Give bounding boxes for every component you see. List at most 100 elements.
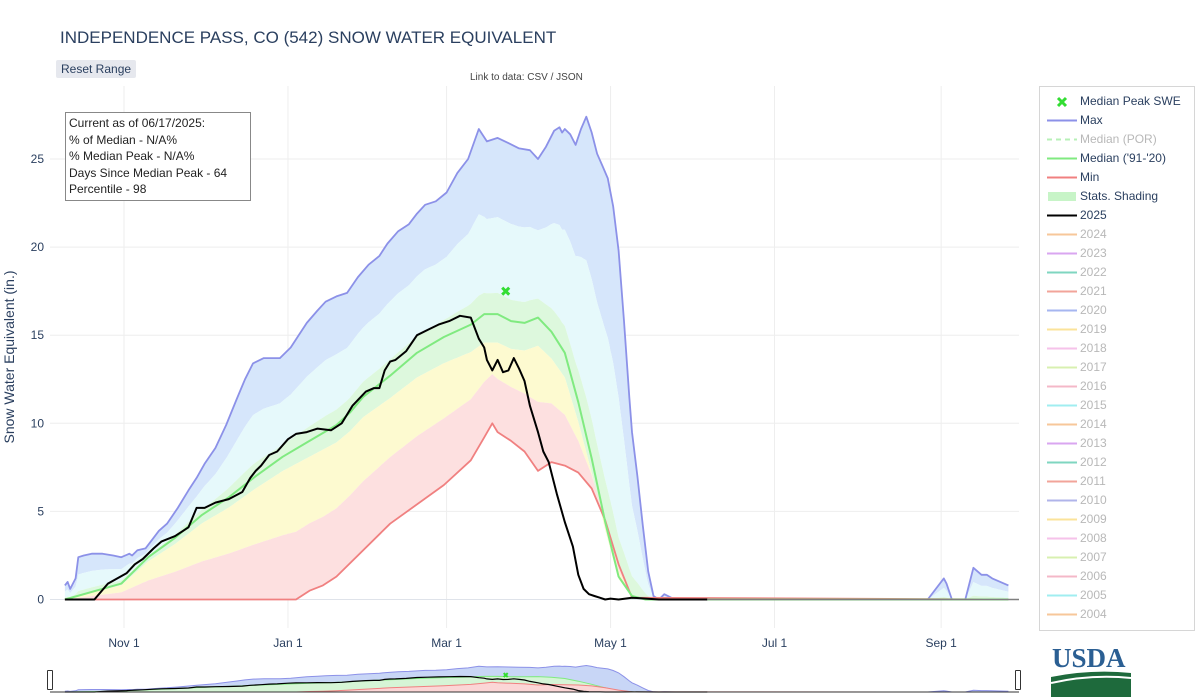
legend-item[interactable]: Min	[1040, 168, 1194, 187]
csv-link[interactable]: CSV	[527, 72, 548, 83]
legend-item[interactable]: 2023	[1040, 244, 1194, 263]
mini-line-min	[64, 681, 1009, 693]
x-tick-label: Mar 1	[431, 636, 462, 650]
legend-swatch	[1047, 290, 1077, 293]
legend-item[interactable]: 2025	[1040, 206, 1194, 225]
info-box: Current as of 06/17/2025: % of Median - …	[65, 112, 251, 201]
legend-label: 2021	[1080, 284, 1107, 298]
legend-swatch	[1047, 499, 1077, 502]
axes: Nov 1 Jan 1 Mar 1 May 1 Jul 1 Sep 1 0 5 10 15 20 25…	[1, 152, 957, 650]
x-tick-label: Sep 1	[925, 636, 957, 650]
legend-label: 2015	[1080, 398, 1107, 412]
legend: Median Peak SWE Max Median (POR) Median ('9…	[1039, 86, 1195, 631]
legend-item[interactable]: 2017	[1040, 358, 1194, 377]
json-link[interactable]: JSON	[556, 72, 583, 83]
legend-swatch	[1047, 594, 1077, 597]
legend-swatch	[1047, 176, 1077, 179]
info-pct-median-peak: % Median Peak - N/A%	[69, 149, 195, 163]
legend-swatch	[1047, 404, 1077, 407]
legend-item[interactable]: 2013	[1040, 434, 1194, 453]
legend-item[interactable]: 2008	[1040, 529, 1194, 548]
legend-item[interactable]: 2007	[1040, 548, 1194, 567]
mini-fill-median-91-20-	[64, 676, 1009, 692]
legend-label: 2018	[1080, 341, 1107, 355]
band-10-30th	[64, 374, 1009, 600]
legend-swatch	[1056, 96, 1068, 108]
info-percentile: Percentile - 98	[69, 182, 147, 196]
legend-label: 2020	[1080, 303, 1107, 317]
legend-label: 2012	[1080, 455, 1107, 469]
legend-label: Median (POR)	[1080, 132, 1157, 146]
legend-swatch	[1047, 138, 1077, 141]
legend-swatch	[1047, 233, 1077, 236]
legend-item[interactable]: 2012	[1040, 453, 1194, 472]
legend-item[interactable]: 2004	[1040, 605, 1194, 624]
data-link: Link to data: CSV / JSON	[470, 72, 583, 83]
legend-item[interactable]: 2022	[1040, 263, 1194, 282]
legend-label: 2019	[1080, 322, 1107, 336]
x-tick-label: Nov 1	[108, 636, 140, 650]
legend-item[interactable]: 2009	[1040, 510, 1194, 529]
range-slider[interactable]	[50, 664, 1019, 693]
y-tick-label: 20	[31, 240, 45, 254]
legend-item[interactable]: 2018	[1040, 339, 1194, 358]
legend-label: 2008	[1080, 531, 1107, 545]
range-slider-right-handle[interactable]	[1015, 670, 1021, 690]
legend-swatch	[1048, 192, 1076, 201]
legend-swatch	[1047, 442, 1077, 445]
y-tick-label: 0	[37, 593, 44, 607]
legend-swatch	[1047, 271, 1077, 274]
legend-item[interactable]: Median ('91-'20)	[1040, 149, 1194, 168]
legend-item[interactable]: Median Peak SWE	[1040, 92, 1194, 111]
legend-item[interactable]: 2015	[1040, 396, 1194, 415]
legend-item[interactable]: 2010	[1040, 491, 1194, 510]
legend-item[interactable]: 2020	[1040, 301, 1194, 320]
data-link-separator: /	[547, 72, 557, 83]
y-tick-label: 15	[31, 328, 45, 342]
legend-label: 2024	[1080, 227, 1107, 241]
reset-range-button[interactable]: Reset Range	[56, 60, 137, 78]
legend-fill-glyph	[1048, 192, 1076, 201]
x-tick-label: Jan 1	[273, 636, 303, 650]
legend-label: 2013	[1080, 436, 1107, 450]
legend-label: 2004	[1080, 607, 1107, 621]
legend-label: Stats. Shading	[1080, 189, 1159, 203]
median-peak-marker	[501, 286, 511, 296]
legend-item[interactable]: Median (POR)	[1040, 130, 1194, 149]
legend-item[interactable]: 2019	[1040, 320, 1194, 339]
legend-item[interactable]: 2011	[1040, 472, 1194, 491]
line-min	[64, 422, 1009, 601]
legend-label: 2025	[1080, 208, 1107, 222]
legend-item[interactable]: 2014	[1040, 415, 1194, 434]
legend-label: 2016	[1080, 379, 1107, 393]
mini-median-peak-marker	[502, 672, 509, 678]
legend-label: 2017	[1080, 360, 1107, 374]
legend-label: Median Peak SWE	[1080, 94, 1181, 108]
legend-item[interactable]: 2024	[1040, 225, 1194, 244]
usda-logo: USDA	[1051, 643, 1131, 697]
legend-item[interactable]: 2006	[1040, 567, 1194, 586]
legend-item[interactable]: 2021	[1040, 282, 1194, 301]
y-axis-label: Snow Water Equivalent (in.)	[1, 271, 17, 444]
y-tick-label: 5	[37, 504, 44, 518]
line-median-91-20-	[64, 313, 1009, 601]
legend-swatch	[1047, 613, 1077, 616]
legend-item[interactable]: 2005	[1040, 586, 1194, 605]
legend-swatch	[1047, 461, 1077, 464]
legend-swatch	[1047, 423, 1077, 426]
info-days-since-peak: Days Since Median Peak - 64	[69, 165, 228, 180]
marker-layer	[501, 286, 511, 296]
legend-swatch	[1047, 309, 1077, 312]
y-tick-label: 25	[31, 152, 45, 166]
legend-item[interactable]: Stats. Shading	[1040, 187, 1194, 206]
legend-label: Max	[1080, 113, 1103, 127]
legend-label: Min	[1080, 170, 1100, 184]
info-pct-median: % of Median - N/A%	[69, 132, 178, 147]
range-slider-left-handle[interactable]	[47, 670, 53, 690]
legend-swatch	[1047, 328, 1077, 331]
legend-item[interactable]: 2016	[1040, 377, 1194, 396]
legend-item[interactable]: Max	[1040, 111, 1194, 130]
legend-swatch	[1047, 119, 1077, 122]
legend-swatch	[1047, 575, 1077, 578]
